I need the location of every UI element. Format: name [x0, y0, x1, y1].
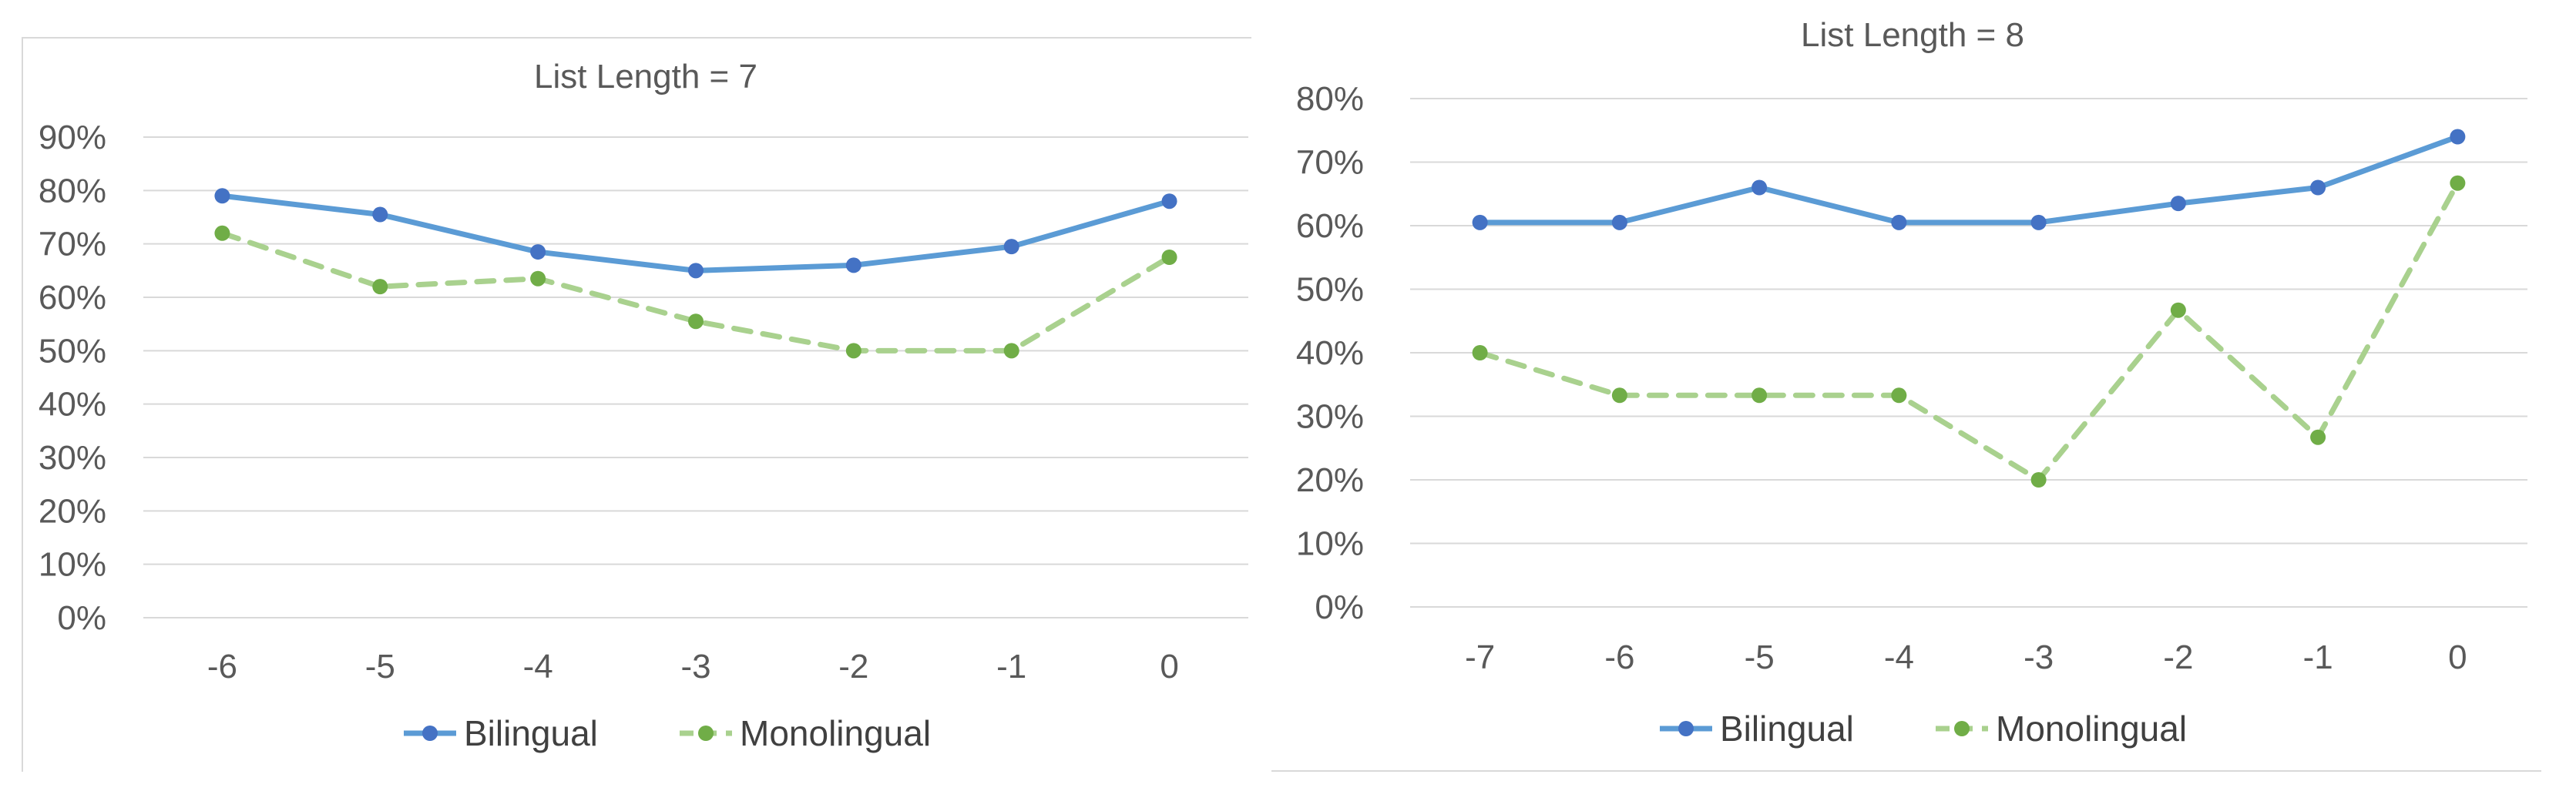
- y-tick-label: 10%: [1296, 525, 1364, 563]
- series-line: [1477, 180, 2460, 483]
- x-tick-label: -3: [2024, 638, 2054, 676]
- data-point: [214, 188, 230, 204]
- y-tick-label: 50%: [1296, 271, 1364, 309]
- y-tick-label: 80%: [1296, 80, 1364, 118]
- x-tick-label: -2: [2163, 638, 2193, 676]
- legend: Bilingual Monolingual: [404, 713, 931, 753]
- y-tick-label: 60%: [1296, 207, 1364, 245]
- legend-marker: [698, 726, 714, 741]
- data-point: [845, 343, 861, 359]
- data-point: [1161, 250, 1177, 265]
- y-tick-label: 10%: [39, 546, 106, 584]
- data-point: [2030, 214, 2047, 230]
- series-monolingual: [214, 225, 1177, 359]
- legend-label: Monolingual: [1996, 709, 2187, 749]
- data-point: [1472, 214, 1488, 230]
- chart-list-length-8: List Length = 8 0% 10% 20% 30% 40% 50% 60% 70% 80…: [1271, 0, 2541, 772]
- chart-list-length-7: List Length = 7 0% 10% 20% 30% 40% 50% 60% 70% 80…: [22, 37, 1251, 772]
- data-point: [2450, 129, 2466, 145]
- series-line: [219, 230, 1173, 354]
- x-tick-label: 0: [1160, 648, 1178, 685]
- data-point: [2170, 302, 2186, 318]
- data-point: [845, 257, 861, 273]
- x-tick-label: -4: [1884, 638, 1914, 676]
- chart-svg-list-length-7: List Length = 7 0% 10% 20% 30% 40% 50% 60% 70% 80…: [39, 58, 1248, 753]
- y-tick-label: 60%: [39, 279, 106, 317]
- legend-marker: [1678, 721, 1694, 736]
- y-tick-label: 80%: [39, 172, 106, 209]
- legend-label: Bilingual: [464, 713, 598, 753]
- data-point: [372, 279, 388, 295]
- legend-marker: [422, 726, 438, 741]
- data-point: [2310, 179, 2326, 196]
- data-point: [2310, 429, 2326, 445]
- data-point: [214, 225, 230, 241]
- series-line: [1477, 134, 2460, 226]
- y-tick-label: 0%: [57, 599, 106, 637]
- legend-item-bilingual: Bilingual: [404, 713, 598, 753]
- series-line: [219, 193, 1173, 273]
- y-tick-label: 40%: [1296, 334, 1364, 372]
- data-point: [1472, 345, 1488, 360]
- series-bilingual: [214, 188, 1177, 279]
- y-tick-label: 50%: [39, 332, 106, 370]
- chart-title: List Length = 7: [534, 58, 757, 96]
- y-tick-label: 30%: [39, 439, 106, 477]
- x-tick-label: -6: [207, 648, 237, 685]
- data-point: [1611, 387, 1627, 404]
- chart-svg-list-length-8: List Length = 8 0% 10% 20% 30% 40% 50% 60% 70% 80…: [1296, 16, 2527, 749]
- legend-item-monolingual: Monolingual: [680, 713, 931, 753]
- x-tick-label: -5: [1745, 638, 1775, 676]
- data-point: [2450, 175, 2466, 191]
- data-point: [1891, 214, 1907, 230]
- data-point: [2170, 196, 2186, 212]
- y-tick-label: 0%: [1315, 588, 1364, 626]
- x-tick-label: -6: [1604, 638, 1634, 676]
- data-point: [688, 313, 704, 330]
- y-tick-label: 40%: [39, 386, 106, 424]
- y-tick-label: 70%: [39, 226, 106, 263]
- y-tick-label: 70%: [1296, 144, 1364, 182]
- legend: Bilingual Monolingual: [1660, 709, 2187, 749]
- series-bilingual: [1472, 129, 2466, 230]
- legend-label: Monolingual: [740, 713, 931, 753]
- chart-title: List Length = 8: [1801, 16, 2024, 54]
- y-tick-label: 20%: [39, 492, 106, 530]
- data-point: [1751, 387, 1768, 404]
- y-tick-label: 20%: [1296, 461, 1364, 499]
- data-point: [1751, 179, 1768, 196]
- x-tick-label: 0: [2448, 638, 2467, 676]
- legend-marker: [1954, 721, 1970, 736]
- series-monolingual: [1472, 175, 2466, 488]
- x-tick-label: -2: [838, 648, 868, 685]
- data-point: [1003, 343, 1019, 359]
- x-tick-label: -3: [680, 648, 710, 685]
- data-point: [372, 206, 388, 223]
- y-tick-label: 30%: [1296, 398, 1364, 436]
- data-point: [1003, 239, 1019, 255]
- x-tick-label: -7: [1465, 638, 1495, 676]
- x-tick-label: -1: [996, 648, 1026, 685]
- legend-item-bilingual: Bilingual: [1660, 709, 1854, 749]
- data-point: [2030, 472, 2047, 488]
- y-tick-label: 90%: [39, 119, 106, 156]
- data-point: [1161, 193, 1177, 209]
- x-tick-label: -5: [365, 648, 395, 685]
- data-point: [1611, 214, 1627, 230]
- legend-label: Bilingual: [1720, 709, 1854, 749]
- legend-item-monolingual: Monolingual: [1936, 709, 2187, 749]
- data-point: [530, 270, 546, 287]
- data-point: [530, 244, 546, 260]
- x-tick-label: -4: [523, 648, 553, 685]
- x-tick-label: -1: [2303, 638, 2333, 676]
- data-point: [1891, 387, 1907, 404]
- data-point: [688, 263, 704, 279]
